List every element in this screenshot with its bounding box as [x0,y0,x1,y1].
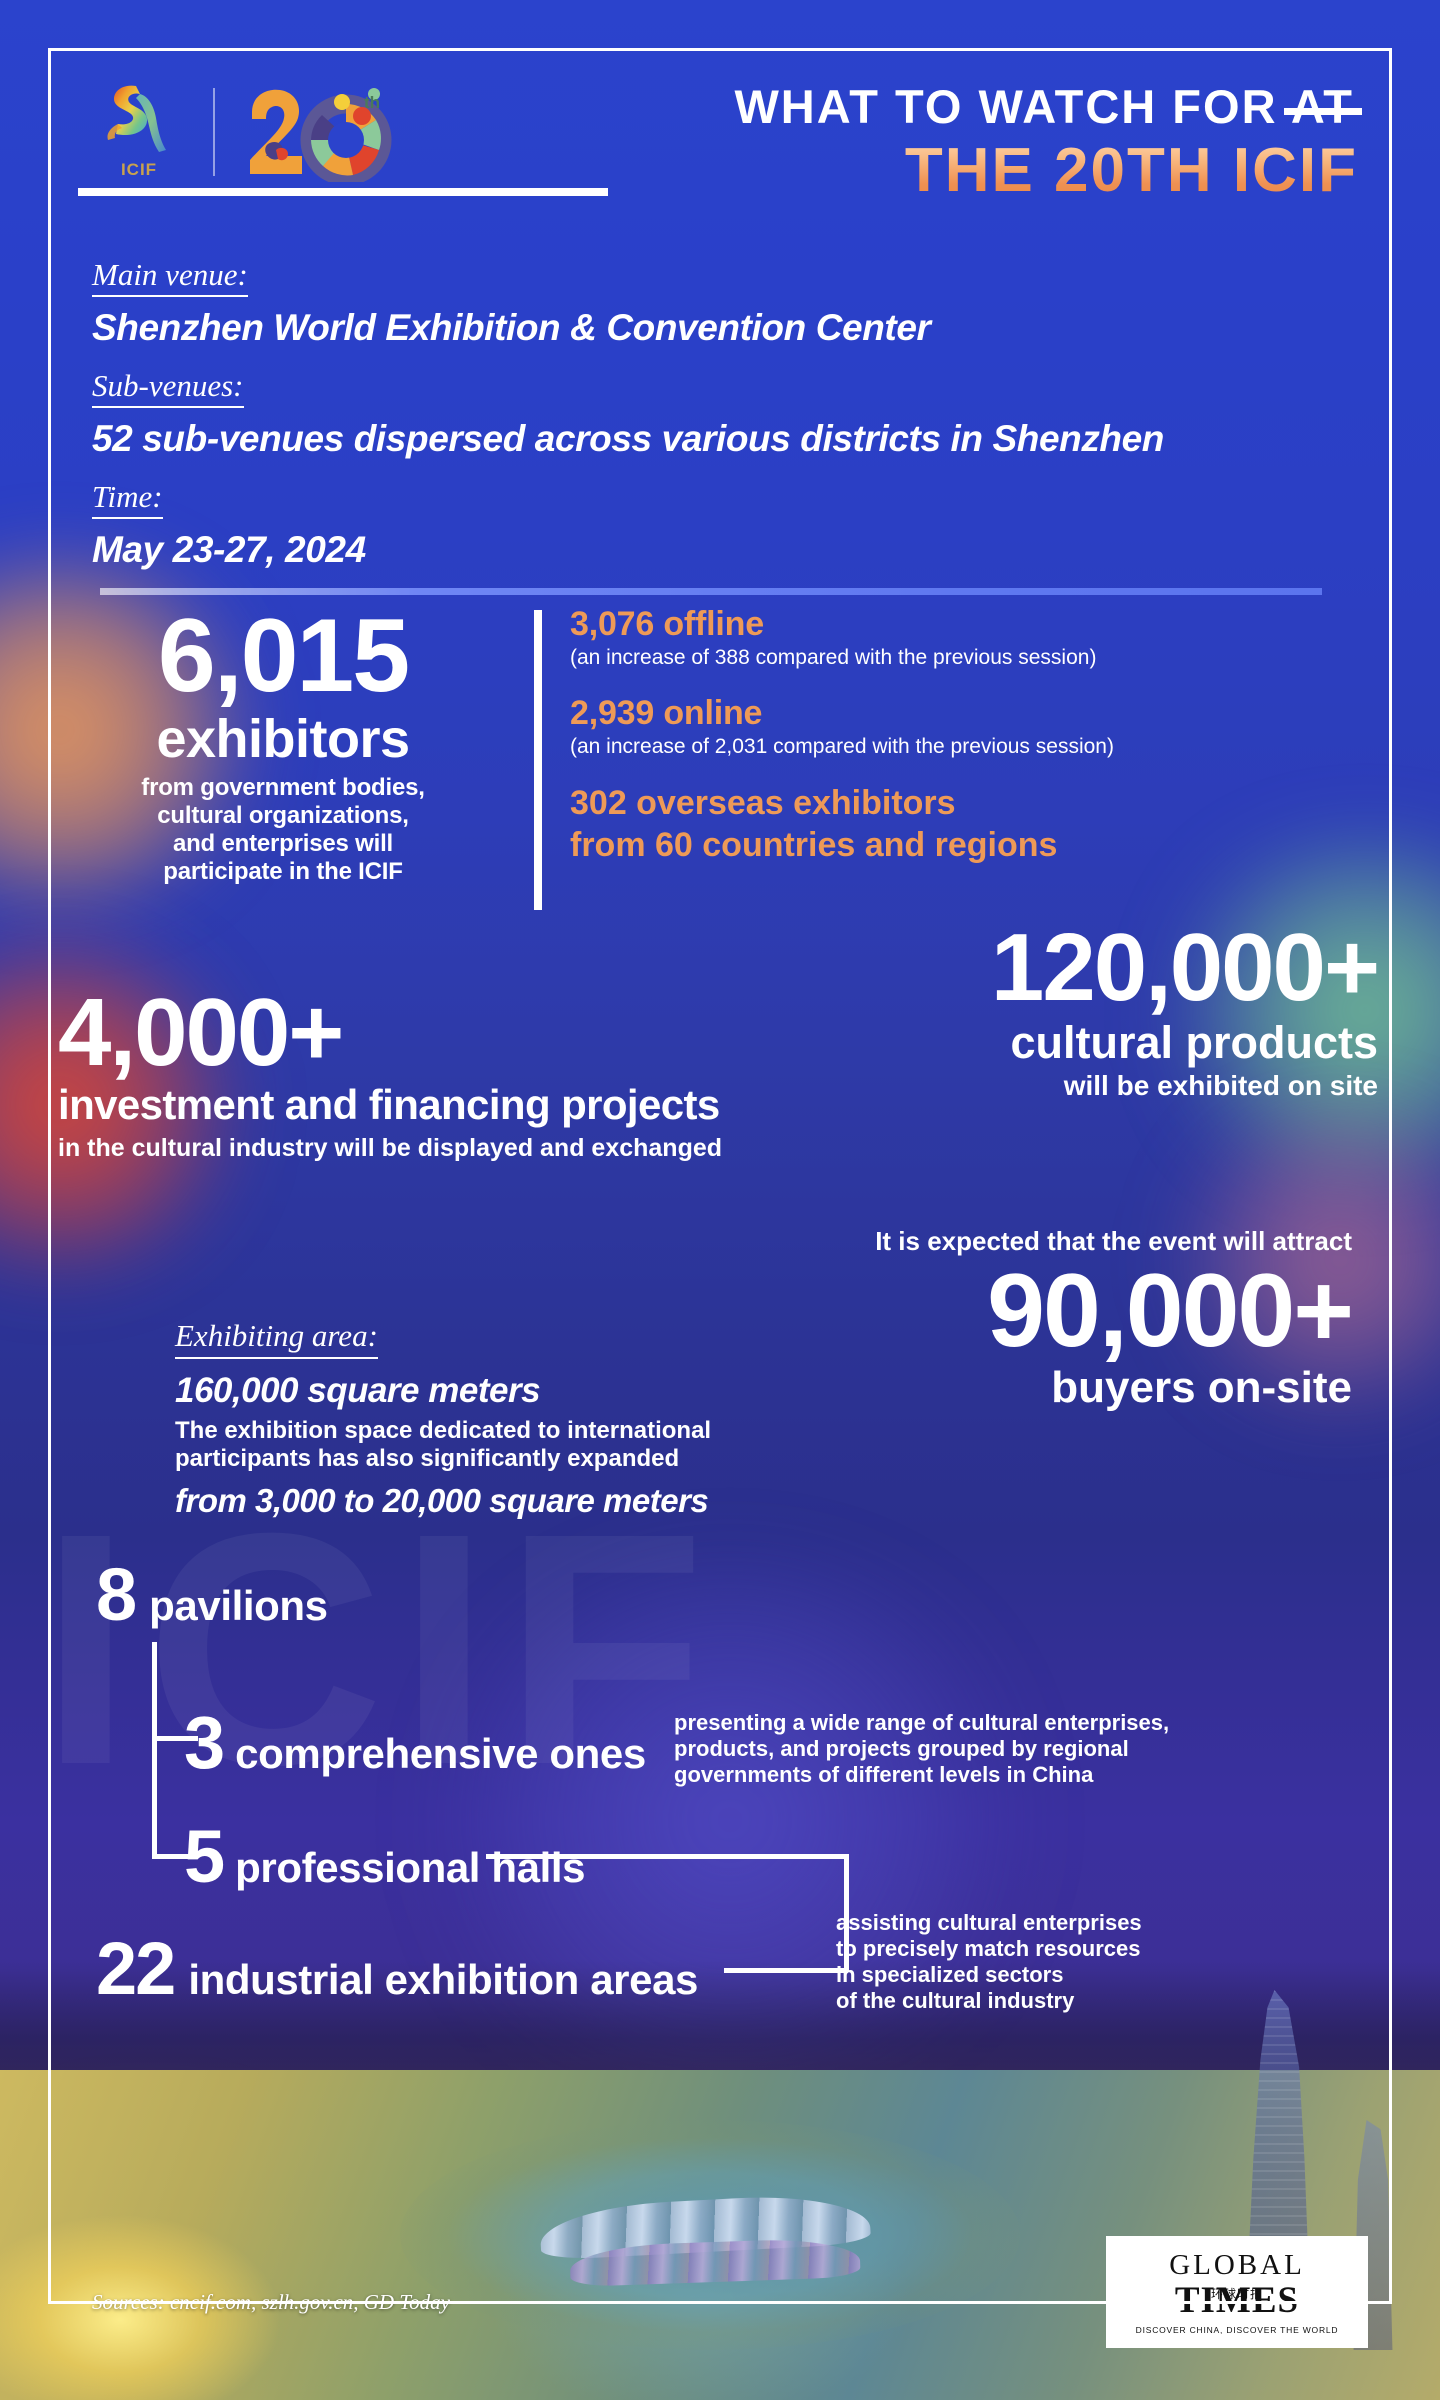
header-rule-left [78,188,608,196]
tree-line-vertical-desc [844,1854,849,1972]
section-divider [100,588,1322,595]
page-title-line2: THE 20TH ICIF [398,136,1362,206]
investment-projects-number: 4,000+ [58,979,344,1086]
tree-line-branch-5 [152,1854,198,1859]
online-headline: 2,939 online [570,694,763,732]
online-note: (an increase of 2,031 compared with the … [570,735,1114,758]
exhibitors-subtext: from government bodies, cultural organiz… [141,774,425,885]
buyers-label: buyers on-site [1051,1363,1352,1412]
global-times-logo-main: TIMES [1174,2280,1300,2321]
global-times-logo-chinese: 环球时报 [1210,2287,1264,2301]
pavilions-section: 8 pavilions 3 comprehensive ones present… [96,1558,1386,2018]
cultural-products-number: 120,000+ [990,914,1380,1021]
exhibitors-number: 6,015 [157,598,410,714]
exhibiting-area-value: 160,000 square meters [175,1371,541,1410]
exhibitors-divider [534,610,542,910]
pavilions-industrial: 22 industrial exhibition areas [96,1932,698,2006]
sub-venues-label: Sub-venues: [92,369,244,408]
pavilions-total-label: pavilions [149,1582,328,1629]
title-block: WHAT TO WATCH FOR AT THE 20TH ICIF [398,78,1362,206]
industrial-number: 22 [96,1927,176,2010]
exhibiting-area-label: Exhibiting area: [175,1318,378,1359]
professional-industrial-description: assisting cultural enterprises to precis… [836,1910,1142,2013]
source-credit: Sources: cncif.com, szlh.gov.cn, GD Toda… [92,2290,450,2314]
offline-note: (an increase of 388 compared with the pr… [570,646,1097,669]
comprehensive-label: comprehensive ones [235,1730,646,1777]
exhibitors-breakdown: 3,076 offline (an increase of 388 compar… [570,604,1382,866]
exhibiting-area-note: The exhibition space dedicated to intern… [175,1417,712,1472]
offline-headline: 3,076 offline [570,605,764,643]
buyers-section: It is expected that the event will attra… [632,1225,1354,1413]
global-times-logo-main-row: TIMES 环球时报 [1116,2281,1358,2321]
city-photo-band [0,1960,1440,2400]
venue-item-time: Time: May 23-27, 2024 [92,480,1362,573]
cultural-products-label: cultural products [1010,1017,1378,1068]
page-title-line1: WHAT TO WATCH FOR AT [734,80,1354,133]
tree-line-vertical-main [152,1642,157,1858]
pavilions-total: 8 pavilions [96,1558,328,1632]
cultural-products-section: 120,000+ cultural products will be exhib… [678,914,1380,1102]
investment-projects-note: in the cultural industry will be display… [58,1134,723,1162]
main-venue-value: Shenzhen World Exhibition & Convention C… [92,307,931,348]
global-times-logo-tagline: DISCOVER CHINA, DISCOVER THE WORLD [1135,2325,1339,2335]
exhibiting-area-expanded: from 3,000 to 20,000 square meters [175,1482,709,1519]
global-times-logo: GLOBAL TIMES 环球时报 DISCOVER CHINA, DISCOV… [1106,2236,1368,2348]
exhibitors-total: 6,015 exhibitors from government bodies,… [52,604,514,886]
industrial-label: industrial exhibition areas [188,1956,698,2003]
icif-logo-text: ICIF [120,160,158,179]
icif-swoosh-icon [107,85,166,152]
professional-label: professional halls [235,1844,586,1891]
cultural-products-note: will be exhibited on site [1063,1070,1378,1101]
buyers-number: 90,000+ [987,1253,1354,1369]
venue-item-sub: Sub-venues: 52 sub-venues dispersed acro… [92,369,1362,462]
pavilions-total-number: 8 [96,1553,137,1636]
logo-divider [213,88,215,176]
exhibitors-word: exhibitors [156,709,410,769]
pavilions-comprehensive: 3 comprehensive ones [184,1706,646,1780]
svg-text:th: th [364,93,380,112]
tree-line-branch-3 [152,1736,198,1741]
time-value: May 23-27, 2024 [92,529,366,570]
header: ICIF th WHA [78,78,1362,205]
venue-item-main: Main venue: Shenzhen World Exhibition & … [92,258,1362,351]
tree-line-branch-22 [724,1968,848,1973]
comprehensive-description: presenting a wide range of cultural ente… [674,1710,1170,1787]
title-rule-right [1284,108,1362,115]
comprehensive-number: 3 [184,1701,225,1784]
overseas-exhibitors: 302 overseas exhibitors from 60 countrie… [570,784,1058,864]
professional-number: 5 [184,1815,225,1898]
global-times-logo-top: GLOBAL [1169,2249,1305,2281]
anniversary-20th-logo-icon: th [250,88,392,182]
watermark-icif: ICIF [40,1464,720,1833]
tree-line-to-desc-5 [486,1854,848,1859]
stat-offline: 3,076 offline (an increase of 388 compar… [570,604,1382,671]
sub-venues-value: 52 sub-venues dispersed across various d… [92,418,1164,459]
investment-projects-label: investment and financing projects [58,1081,720,1128]
pavilions-professional: 5 professional halls [184,1820,585,1894]
exhibiting-area-section: Exhibiting area: 160,000 square meters T… [175,1318,955,1521]
icif-logo: ICIF [78,80,196,184]
stat-online: 2,939 online (an increase of 2,031 compa… [570,693,1382,760]
investment-projects-section: 4,000+ investment and financing projects… [58,985,898,1163]
main-venue-label: Main venue: [92,258,248,297]
time-label: Time: [92,480,163,519]
venue-info-block: Main venue: Shenzhen World Exhibition & … [92,258,1362,591]
buyers-lead-text: It is expected that the event will attra… [875,1226,1352,1256]
